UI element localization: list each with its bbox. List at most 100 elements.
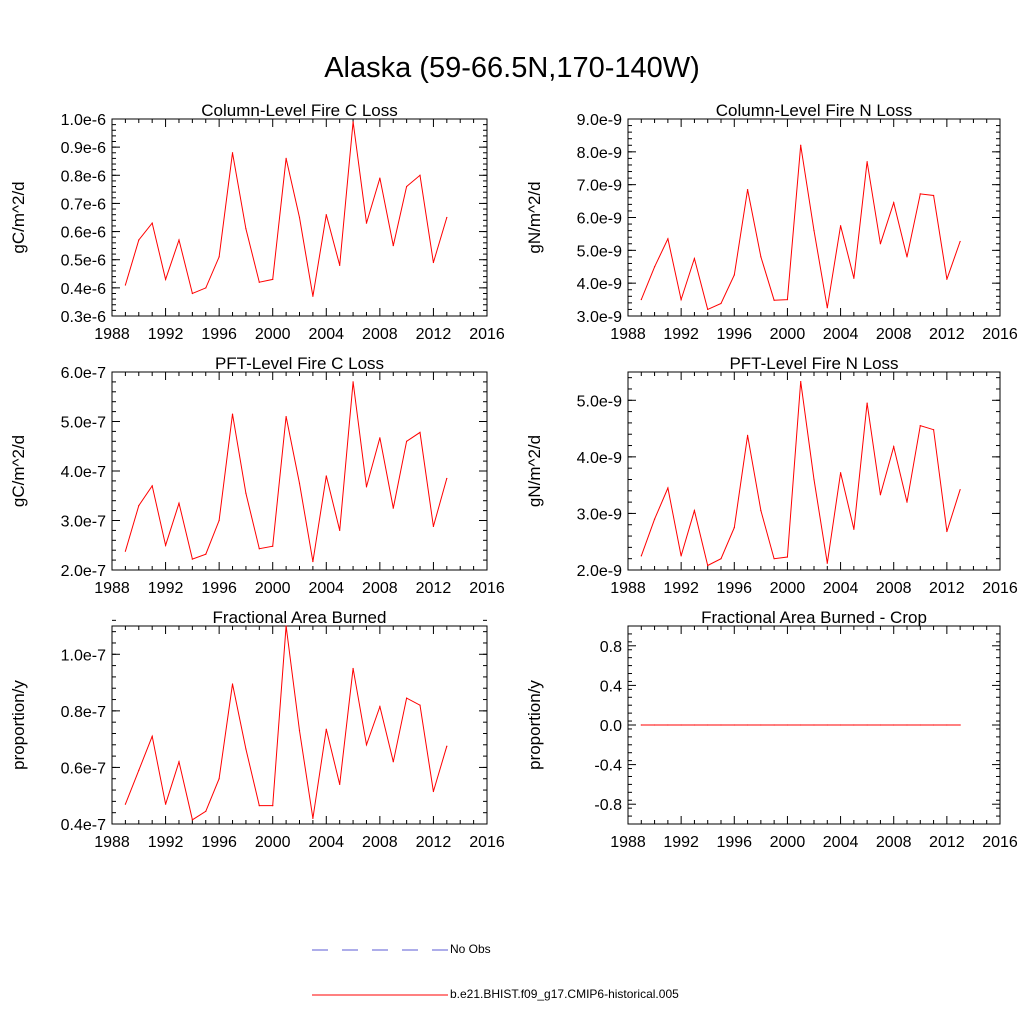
data-point (813, 724, 815, 726)
y-tick-label: 0.4e-7 (61, 817, 106, 834)
series-line (124, 625, 448, 821)
x-tick-label: 2008 (362, 580, 398, 597)
data-point (151, 735, 153, 737)
y-tick-label: 0.4 (600, 678, 622, 695)
x-tick-label: 2000 (255, 580, 291, 597)
x-tick-label: 2016 (469, 834, 505, 851)
data-point (786, 556, 789, 558)
x-tick-label: 1996 (716, 326, 752, 343)
x-tick-label: 1992 (148, 834, 184, 851)
data-point (866, 724, 868, 726)
data-point (446, 216, 448, 219)
data-point (285, 625, 287, 627)
data-point (178, 761, 180, 763)
panel-title: Fractional Area Burned (213, 608, 387, 627)
x-tick-label: 2008 (876, 326, 912, 343)
data-point (365, 744, 368, 746)
data-point (773, 558, 775, 560)
x-tick-label: 2004 (308, 834, 344, 851)
data-point (124, 284, 126, 286)
data-point (680, 298, 682, 301)
data-point (191, 558, 193, 560)
data-point (773, 724, 775, 726)
y-axis-label: gN/m^2/d (525, 435, 544, 507)
x-tick-label: 1988 (610, 326, 646, 343)
x-tick-label: 2016 (982, 834, 1018, 851)
data-point (946, 724, 948, 726)
y-tick-label: 5.0e-9 (577, 243, 622, 260)
data-point (667, 238, 669, 240)
data-point (446, 477, 448, 480)
y-tick-label: 2.0e-9 (577, 563, 622, 580)
data-point (707, 564, 709, 567)
data-point (906, 724, 908, 726)
data-point (231, 683, 234, 685)
data-point (720, 558, 722, 560)
y-tick-label: 0.6e-6 (61, 225, 106, 242)
data-point (365, 486, 368, 488)
x-tick-label: 2016 (469, 580, 505, 597)
data-point (298, 730, 301, 732)
panel-4: 1988 1992 1996 2000 2004 2008 2012 2016 2.0e-9 3.… (525, 354, 1018, 597)
data-point (339, 783, 341, 786)
data-point (298, 482, 301, 484)
y-axis-label: proportion/y (525, 680, 544, 770)
data-point (151, 222, 153, 224)
data-point (800, 381, 802, 383)
data-point (746, 188, 749, 191)
data-point (245, 748, 247, 750)
y-tick-label: 3.0e-7 (61, 514, 106, 531)
y-tick-label: 2.0e-7 (61, 563, 106, 580)
data-point (653, 266, 656, 268)
panel-title: Column-Level Fire N Loss (716, 101, 913, 120)
data-point (932, 429, 935, 431)
data-point (406, 440, 408, 442)
data-point (893, 202, 895, 204)
legend-model-label: b.e21.BHIST.f09_g17.CMIP6-historical.005 (450, 987, 679, 1001)
x-tick-label: 2016 (469, 326, 505, 343)
data-point (178, 239, 180, 241)
data-point (258, 805, 260, 807)
data-point (379, 706, 381, 708)
y-tick-label: 8.0e-9 (577, 145, 622, 162)
y-tick-label: 3.0e-9 (577, 309, 622, 326)
panel-title: PFT-Level Fire N Loss (729, 354, 898, 373)
x-tick-label: 2008 (362, 834, 398, 851)
y-tick-label: 1.0e-7 (61, 647, 106, 664)
data-point (272, 278, 274, 281)
data-point (245, 492, 247, 494)
y-tick-label: 0.8e-7 (61, 704, 106, 721)
x-tick-label: 2000 (255, 834, 291, 851)
x-tick-label: 1992 (148, 326, 184, 343)
y-tick-label: -0.8 (594, 797, 622, 814)
panel-1: 1988 1992 1996 2000 2004 2008 2012 2016 0.3e-6 0.… (9, 101, 505, 343)
data-point (746, 434, 749, 436)
x-tick-label: 1992 (663, 580, 699, 597)
data-point (959, 240, 961, 243)
data-point (245, 228, 247, 230)
data-point (853, 724, 855, 726)
y-tick-label: 0.6e-7 (61, 760, 106, 777)
x-tick-label: 1996 (201, 580, 237, 597)
data-point (325, 475, 327, 477)
y-tick-label: 7.0e-9 (577, 178, 622, 195)
panel-title: PFT-Level Fire C Loss (215, 354, 384, 373)
x-tick-label: 1996 (201, 326, 237, 343)
data-point (680, 724, 682, 726)
data-point (406, 697, 408, 699)
y-tick-label: -0.4 (594, 758, 622, 775)
data-point (325, 728, 327, 730)
data-point (746, 724, 749, 726)
data-point (392, 507, 394, 509)
panel-3: 1988 1992 1996 2000 2004 2008 2012 2016 2.0e-7 3.… (9, 354, 505, 597)
data-point (352, 381, 354, 383)
data-point (733, 526, 735, 529)
figure-title: Alaska (59-66.5N,170-140W) (324, 52, 700, 84)
x-tick-label: 2012 (929, 834, 965, 851)
data-point (946, 278, 948, 280)
legend-model-swatch (312, 994, 448, 996)
data-point (151, 485, 153, 487)
data-point (879, 494, 882, 496)
data-point (906, 501, 908, 503)
y-tick-label: 3.0e-9 (577, 506, 622, 523)
